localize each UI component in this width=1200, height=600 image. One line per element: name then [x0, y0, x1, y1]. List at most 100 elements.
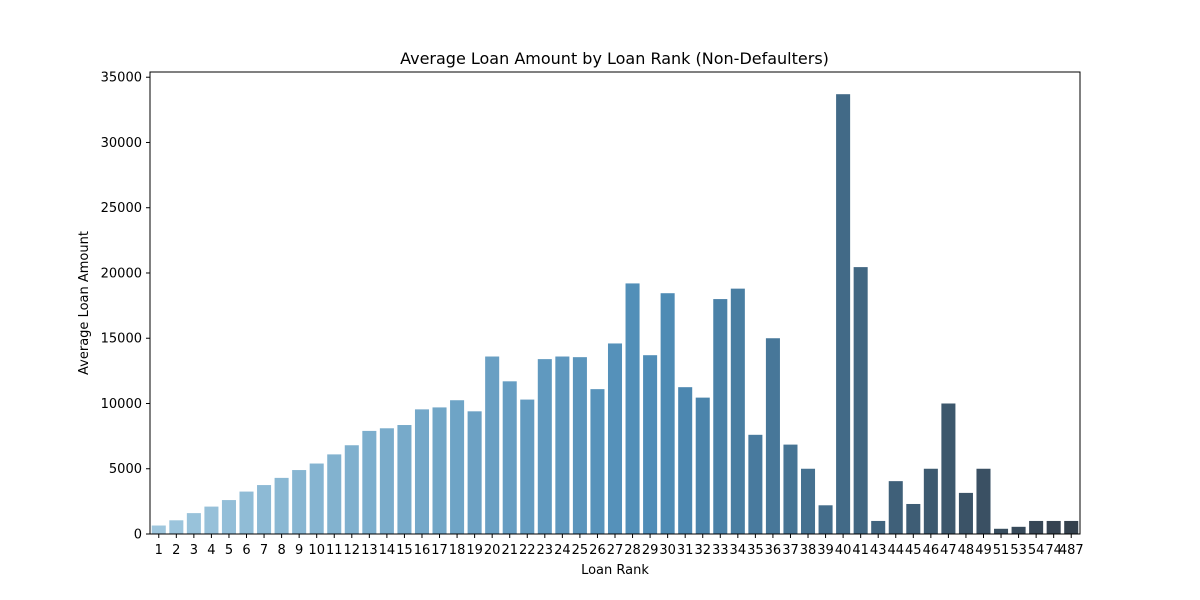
x-tick-label: 16 [414, 543, 431, 558]
bar-rank-74 [1046, 520, 1061, 534]
x-tick-label: 17 [431, 543, 448, 558]
x-tick-label: 28 [624, 543, 641, 558]
x-axis: 1 2 3 4 5 6 7 8 9 10 11 12 13 14 15 16 17 18 19 20 21 22 23 24 2… [155, 534, 1084, 558]
bar-rank-31 [678, 387, 693, 534]
x-tick-label: 9 [295, 543, 303, 558]
bar-rank-4 [204, 506, 219, 534]
bar-rank-23 [537, 359, 552, 534]
bar-rank-32 [695, 397, 710, 534]
bar-rank-30 [660, 293, 675, 534]
bar-rank-6 [239, 491, 254, 534]
x-axis-title: Loan Rank [581, 563, 649, 578]
y-axis-title: Average Loan Amount [77, 231, 92, 375]
bar-rank-25 [572, 357, 587, 534]
bar-rank-33 [713, 299, 728, 534]
y-tick-label: 30000 [101, 136, 142, 151]
bars-group [151, 94, 1079, 534]
y-tick-label: 35000 [101, 71, 142, 86]
bar-rank-10 [309, 463, 324, 534]
bar-rank-5 [221, 500, 236, 534]
plot-frame [149, 71, 1081, 535]
x-tick-label: 49 [975, 543, 992, 558]
bar-rank-45 [906, 503, 921, 534]
y-tick-label: 25000 [101, 201, 142, 216]
bar-rank-29 [643, 355, 658, 534]
x-tick-label: 3 [190, 543, 198, 558]
x-tick-label: 19 [466, 543, 483, 558]
x-tick-label: 21 [501, 543, 518, 558]
x-tick-label: 53 [1010, 543, 1027, 558]
bar-rank-28 [625, 283, 640, 534]
x-tick-label: 6 [242, 543, 250, 558]
x-tick-label: 18 [449, 543, 466, 558]
x-tick-label: 14 [379, 543, 396, 558]
x-tick-label: 22 [519, 543, 536, 558]
x-tick-label: 39 [817, 543, 834, 558]
y-tick-label: 10000 [101, 397, 142, 412]
bar-rank-14 [379, 428, 394, 534]
bar-rank-51 [994, 528, 1009, 534]
bar-rank-9 [292, 470, 307, 534]
bar-rank-487 [1064, 520, 1079, 534]
bar-rank-15 [397, 425, 412, 534]
bar-rank-2 [169, 520, 184, 534]
y-tick-label: 5000 [109, 462, 142, 477]
x-tick-label: 34 [730, 543, 747, 558]
x-tick-label: 12 [344, 543, 361, 558]
x-tick-label: 1 [155, 543, 163, 558]
x-tick-label: 51 [993, 543, 1010, 558]
x-tick-label: 23 [537, 543, 554, 558]
bar-rank-46 [923, 468, 938, 534]
x-tick-label: 4 [207, 543, 215, 558]
x-tick-label: 47 [940, 543, 957, 558]
bar-rank-13 [362, 430, 377, 534]
bar-rank-53 [1011, 526, 1026, 534]
x-tick-label: 29 [642, 543, 659, 558]
x-tick-label: 11 [326, 543, 343, 558]
x-tick-label: 43 [870, 543, 887, 558]
y-axis: 0 5000 10000 15000 20000 25000 30000 35000 [101, 71, 150, 543]
bar-rank-54 [1029, 520, 1044, 534]
x-tick-label: 44 [887, 543, 904, 558]
x-tick-label: 48 [958, 543, 975, 558]
y-tick-label: 15000 [101, 332, 142, 347]
x-tick-label: 46 [923, 543, 940, 558]
x-tick-label: 40 [835, 543, 852, 558]
x-tick-label: 31 [677, 543, 694, 558]
bar-rank-37 [783, 444, 798, 534]
x-tick-label: 7 [260, 543, 268, 558]
bar-rank-20 [485, 356, 500, 534]
bar-rank-11 [327, 454, 342, 534]
bar-rank-17 [432, 407, 447, 534]
bar-rank-1 [151, 525, 166, 534]
x-tick-label: 32 [694, 543, 711, 558]
bar-rank-47 [941, 403, 956, 534]
bar-rank-48 [958, 492, 973, 534]
bar-rank-34 [730, 288, 745, 534]
bar-rank-18 [450, 400, 465, 534]
bar-rank-39 [818, 505, 833, 534]
bar-rank-26 [590, 389, 605, 534]
bar-rank-43 [871, 520, 886, 534]
bar-rank-3 [186, 513, 201, 534]
bar-rank-16 [414, 409, 429, 534]
bar-rank-49 [976, 468, 991, 534]
bar-rank-40 [836, 94, 851, 534]
y-tick-label: 0 [134, 528, 142, 543]
bar-rank-7 [257, 485, 272, 534]
x-tick-label: 33 [712, 543, 729, 558]
bar-rank-41 [853, 267, 868, 534]
bar-rank-38 [801, 468, 816, 534]
chart-title: Average Loan Amount by Loan Rank (Non-De… [400, 49, 829, 68]
bar-rank-44 [888, 481, 903, 534]
x-tick-label: 45 [905, 543, 922, 558]
x-tick-label: 2 [172, 543, 180, 558]
x-tick-label: 8 [277, 543, 285, 558]
x-tick-label: 27 [607, 543, 624, 558]
x-tick-label: 35 [747, 543, 764, 558]
bar-rank-19 [467, 411, 482, 534]
bar-rank-22 [520, 399, 535, 534]
bar-rank-12 [344, 445, 359, 534]
